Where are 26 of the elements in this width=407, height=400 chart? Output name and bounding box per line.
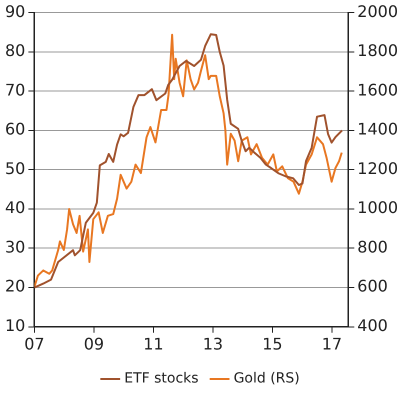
y-tick-label: 60 xyxy=(5,120,26,139)
x-tick-label: 15 xyxy=(262,334,283,354)
y-tick-label: 10 xyxy=(5,316,26,335)
y2-tick-label: 400 xyxy=(357,316,388,335)
y2-tick-label: 1000 xyxy=(357,198,398,218)
x-tick-label: 11 xyxy=(143,334,164,354)
y2-tick-label: 1400 xyxy=(357,120,398,139)
y-tick-label: 30 xyxy=(5,237,26,256)
y-tick-label: 70 xyxy=(5,80,26,100)
y2-tick-label: 1800 xyxy=(357,41,398,60)
legend-label: ETF stocks xyxy=(124,370,199,387)
x-tick-label: 09 xyxy=(84,334,104,354)
y2-tick-label: 1200 xyxy=(357,158,398,178)
y2-tick-label: 800 xyxy=(357,237,388,256)
y-tick-label: 20 xyxy=(5,276,26,296)
y-tick-label: 80 xyxy=(5,41,26,60)
y2-tick-label: 1600 xyxy=(357,80,398,100)
x-tick-label: 07 xyxy=(24,334,45,354)
x-tick-label: 13 xyxy=(202,334,224,354)
legend-label: Gold (RS) xyxy=(234,370,300,387)
y-tick-label: 90 xyxy=(5,2,26,21)
x-tick-label: 17 xyxy=(322,334,342,354)
y-tick-label: 40 xyxy=(5,198,26,218)
y2-tick-label: 2000 xyxy=(357,2,398,21)
y-tick-label: 50 xyxy=(5,158,26,178)
y2-tick-label: 600 xyxy=(357,276,388,296)
